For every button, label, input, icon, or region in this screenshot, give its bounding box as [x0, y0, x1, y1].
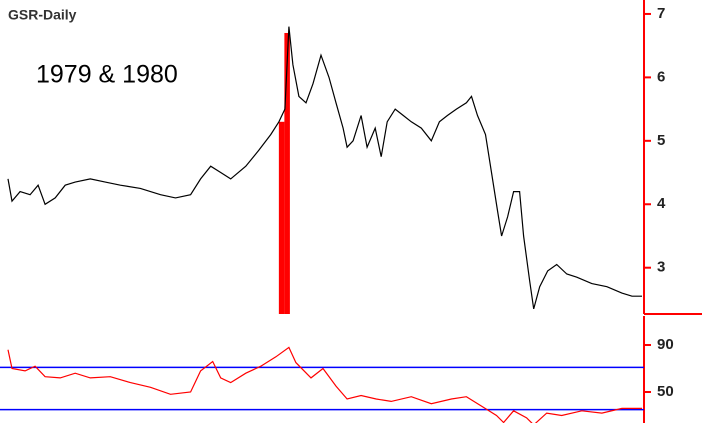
y-tick-label: 3 [657, 259, 665, 276]
bar [284, 32, 290, 314]
annotation: 1979 & 1980 [36, 61, 178, 89]
y-tick-label: 4 [657, 195, 666, 212]
y-tick-label: 7 [657, 5, 665, 22]
line [7, 26, 642, 310]
line [7, 346, 642, 423]
y-tick-label: 50 [657, 383, 674, 400]
chart-title: GSR-Daily [8, 7, 77, 23]
bar [278, 121, 285, 314]
y-tick-label: 90 [657, 336, 674, 353]
y-tick-label: 5 [657, 132, 665, 149]
y-tick-label: 6 [657, 68, 665, 85]
